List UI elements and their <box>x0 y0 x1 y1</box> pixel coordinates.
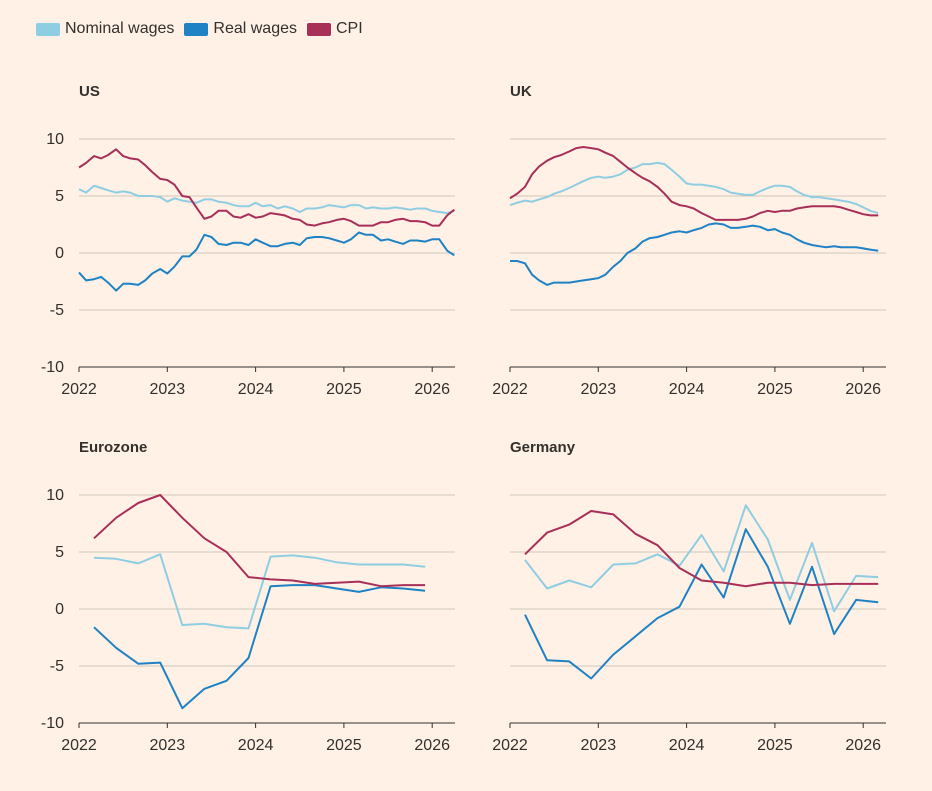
series-line-us-cpi <box>78 148 455 227</box>
y-tick-label-us: -10 <box>41 359 64 376</box>
series-line-eurozone-nominal-wages <box>93 553 426 630</box>
panel-title-eurozone: Eurozone <box>79 439 147 456</box>
legend-swatch-nominal-wages <box>36 22 60 36</box>
x-tick-label-uk: 2023 <box>581 381 617 398</box>
x-tick-label-uk: 2022 <box>492 381 528 398</box>
y-tick-label-eurozone: -5 <box>50 658 64 675</box>
y-tick-label-us: 0 <box>55 245 64 262</box>
series-line-uk-nominal-wages <box>509 161 879 215</box>
x-tick-label-us: 2025 <box>326 381 362 398</box>
series-line-uk-real-wages <box>510 222 879 286</box>
legend: Nominal wages Real wages CPI <box>36 20 363 38</box>
y-tick-label-us: -5 <box>50 302 64 319</box>
legend-swatch-real-wages <box>184 22 209 36</box>
panel-germany: Germany 2022 2023 2024 2025 2026 <box>492 439 886 754</box>
y-tick-label-eurozone: -10 <box>41 715 64 732</box>
x-tick-label-germany: 2026 <box>845 737 881 754</box>
legend-label-real-wages: Real wages <box>213 20 297 37</box>
y-tick-label-eurozone: 5 <box>55 544 64 561</box>
y-tick-label-eurozone: 0 <box>55 601 64 618</box>
legend-swatch-cpi <box>307 22 331 36</box>
x-tick-label-eurozone: 2025 <box>326 737 362 754</box>
x-tick-label-us: 2024 <box>238 381 274 398</box>
x-tick-label-eurozone: 2022 <box>61 737 97 754</box>
x-tick-label-germany: 2023 <box>581 737 617 754</box>
legend-item-nominal-wages: Nominal wages <box>36 20 174 38</box>
panel-uk: UK 2022 2023 2024 2025 2026 <box>492 83 886 398</box>
x-tick-label-us: 2023 <box>150 381 186 398</box>
x-tick-label-uk: 2025 <box>757 381 793 398</box>
legend-item-cpi: CPI <box>307 20 363 38</box>
legend-label-nominal-wages: Nominal wages <box>65 20 175 37</box>
x-tick-label-eurozone: 2026 <box>414 737 450 754</box>
y-tick-label-us: 5 <box>55 188 64 205</box>
x-tick-label-germany: 2022 <box>492 737 528 754</box>
x-tick-label-germany: 2024 <box>669 737 705 754</box>
series-line-germany-nominal-wages <box>524 504 879 613</box>
panel-us: US 10 5 0 -5 -10 2022 2023 2024 2025 2026 <box>41 83 455 398</box>
series-line-us-real-wages <box>78 231 455 292</box>
series-line-eurozone-cpi <box>93 494 426 588</box>
panel-title-us: US <box>79 83 100 100</box>
x-tick-label-uk: 2026 <box>845 381 881 398</box>
panel-title-uk: UK <box>510 83 532 100</box>
series-line-uk-cpi <box>509 146 879 221</box>
y-tick-label-us: 10 <box>46 131 64 148</box>
panel-eurozone: Eurozone 10 5 0 -5 -10 2022 2023 2024 2025 2026 <box>41 439 455 754</box>
x-tick-label-eurozone: 2023 <box>150 737 186 754</box>
legend-item-real-wages: Real wages <box>184 20 297 38</box>
series-line-germany-real-wages <box>524 528 879 680</box>
y-tick-label-eurozone: 10 <box>46 487 64 504</box>
series-line-eurozone-real-wages <box>93 584 426 710</box>
panel-title-germany: Germany <box>510 439 576 456</box>
x-tick-label-uk: 2024 <box>669 381 705 398</box>
x-tick-label-us: 2022 <box>61 381 97 398</box>
series-line-germany-cpi <box>524 510 879 588</box>
x-tick-label-germany: 2025 <box>757 737 793 754</box>
x-tick-label-eurozone: 2024 <box>238 737 274 754</box>
x-tick-label-us: 2026 <box>414 381 450 398</box>
legend-label-cpi: CPI <box>336 20 363 37</box>
series-line-us-nominal-wages <box>78 184 455 215</box>
